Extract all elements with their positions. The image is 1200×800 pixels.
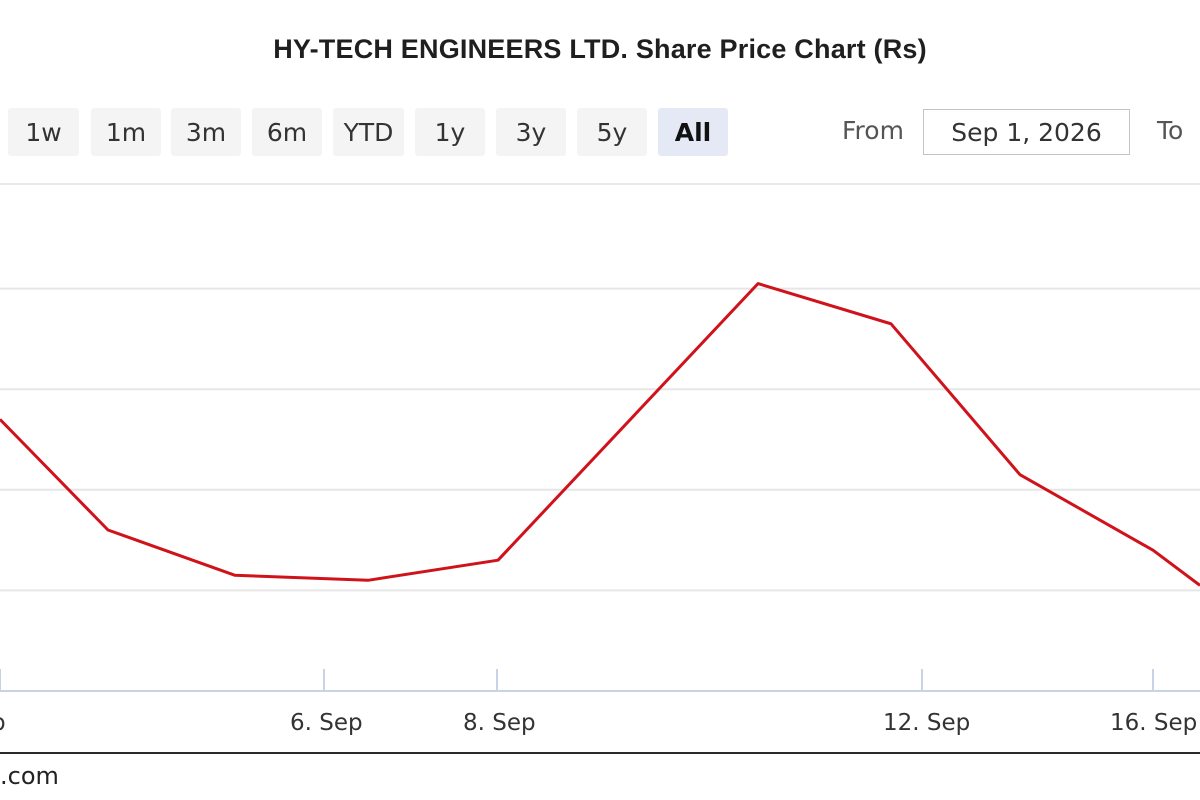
range-button-5y[interactable]: 5y [577, 108, 647, 156]
toolbar-divider [0, 183, 1200, 185]
range-button-all[interactable]: All [658, 108, 728, 156]
x-tick-label: 16. Sep [1110, 710, 1198, 736]
x-tick-label: 6. Sep [290, 710, 363, 736]
to-label: To [1157, 116, 1184, 145]
range-button-3m[interactable]: 3m [171, 108, 241, 156]
range-button-ytd[interactable]: YTD [333, 108, 404, 156]
plot-area [0, 282, 1200, 692]
grid-lines [0, 287, 1200, 592]
x-tick-label: 12. Sep [883, 710, 971, 736]
x-ticks [0, 669, 1154, 691]
range-button-3y[interactable]: 3y [496, 108, 566, 156]
x-tick-label: 8. Sep [463, 710, 536, 736]
range-button-1w[interactable]: 1w [8, 108, 79, 156]
range-button-6m[interactable]: 6m [252, 108, 322, 156]
footer-credit: .com [0, 762, 59, 790]
chart-title: HY-TECH ENGINEERS LTD. Share Price Chart… [273, 34, 927, 64]
range-button-1y[interactable]: 1y [415, 108, 485, 156]
price-series-line [0, 282, 1200, 587]
from-date-input[interactable]: Sep 1, 2026 [923, 109, 1130, 155]
x-tick-label: p [0, 710, 6, 736]
range-button-1m[interactable]: 1m [91, 108, 161, 156]
from-label: From [842, 116, 904, 145]
